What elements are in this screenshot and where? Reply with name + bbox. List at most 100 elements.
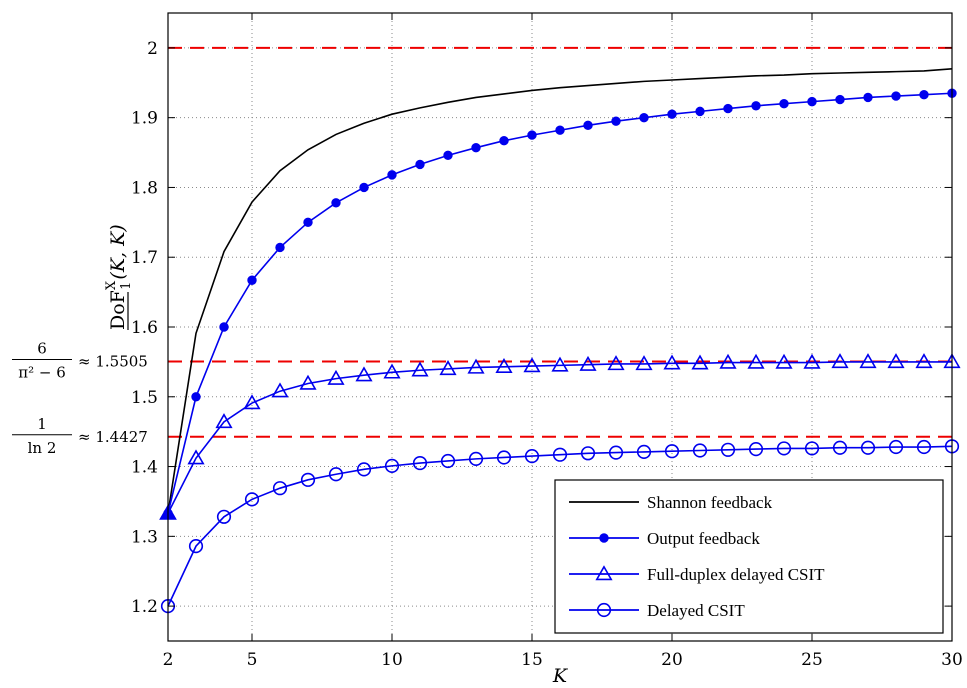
legend-label: Delayed CSIT <box>647 601 745 620</box>
data-point <box>440 453 456 469</box>
x-tick-label: 2 <box>163 650 174 670</box>
data-point <box>191 392 201 402</box>
data-point <box>523 357 541 373</box>
data-point <box>467 358 485 374</box>
data-point <box>919 89 929 100</box>
annotation-approx: ≈ 1.5505 <box>78 353 148 371</box>
data-point <box>415 159 425 170</box>
y-tick-label: 1.3 <box>131 527 158 547</box>
y-tick-label: 1.4 <box>131 458 158 478</box>
data-point <box>832 440 848 455</box>
x-tick-label: 25 <box>801 650 823 670</box>
series-group <box>159 68 961 614</box>
data-point <box>915 353 933 369</box>
series-line <box>167 361 952 514</box>
series-line <box>167 445 953 607</box>
data-point <box>300 472 316 487</box>
data-point <box>468 451 484 466</box>
y-axis-title-args: (K, K) <box>107 224 129 279</box>
reference-annotation: 6 π² − 6 ≈ 1.5505 <box>12 340 148 382</box>
data-point <box>719 353 737 369</box>
data-point <box>583 120 593 131</box>
data-point <box>216 509 232 524</box>
annotation-denominator: π² − 6 <box>18 364 66 382</box>
series-1 <box>163 88 957 519</box>
data-point <box>916 439 932 455</box>
data-point <box>663 354 681 370</box>
legend: Shannon feedback Output feedback Full-dupl… <box>554 479 944 634</box>
data-point <box>635 355 653 371</box>
annotation-denominator: ln 2 <box>28 439 57 457</box>
data-point <box>275 242 285 253</box>
y-tick-label: 1.2 <box>131 597 158 617</box>
data-point <box>244 492 260 507</box>
data-point <box>384 458 400 473</box>
data-point <box>835 94 845 105</box>
data-point <box>887 353 905 369</box>
legend-entry: Output feedback <box>569 529 760 548</box>
annotation-numerator: 1 <box>37 415 47 433</box>
data-point <box>383 363 401 379</box>
legend-entry: Full-duplex delayed CSIT <box>569 565 825 584</box>
data-point <box>355 366 373 382</box>
y-tick-label: 1.9 <box>131 109 158 129</box>
data-point <box>691 354 709 370</box>
data-point <box>299 374 317 390</box>
y-axis-title-base: DoF <box>107 290 129 330</box>
data-point <box>776 441 792 456</box>
data-point <box>803 353 821 369</box>
data-point <box>863 92 873 103</box>
data-point <box>608 445 624 460</box>
data-point <box>356 462 372 477</box>
data-point <box>411 361 429 377</box>
data-point <box>272 481 288 496</box>
data-point <box>495 357 513 373</box>
legend-marker <box>599 533 609 543</box>
series-line <box>167 68 953 514</box>
x-tick-label: 20 <box>661 650 683 670</box>
data-point <box>664 444 680 459</box>
data-point <box>439 360 457 376</box>
data-point <box>527 130 537 140</box>
axis-ticks: 2 5 10 15 20 25 301.21.31.41.51.61.71.81.92 <box>131 13 963 670</box>
legend-label: Output feedback <box>647 529 760 548</box>
data-point <box>412 455 428 471</box>
data-point <box>695 106 705 117</box>
x-tick-label: 15 <box>521 650 543 670</box>
data-point <box>243 394 261 410</box>
reference-annotation: 1 ln 2 ≈ 1.4427 <box>12 415 148 457</box>
annotation-approx: ≈ 1.4427 <box>78 428 148 446</box>
y-tick-label: 1.8 <box>131 178 158 198</box>
data-point <box>748 442 764 457</box>
data-point <box>551 356 569 372</box>
data-point <box>471 142 481 153</box>
data-point <box>636 444 652 460</box>
data-point <box>387 170 397 180</box>
y-tick-label: 2 <box>147 39 158 59</box>
data-point <box>271 382 289 398</box>
data-point <box>499 135 509 146</box>
data-point <box>723 103 733 114</box>
legend-marker <box>595 565 613 581</box>
data-point <box>524 448 540 464</box>
data-point <box>751 101 761 111</box>
data-point <box>611 116 621 126</box>
data-point <box>188 539 204 554</box>
x-tick-label: 10 <box>381 650 403 670</box>
data-point <box>639 112 649 123</box>
data-point <box>552 447 568 462</box>
data-point <box>692 443 708 458</box>
data-point <box>891 91 901 101</box>
data-point <box>831 353 849 369</box>
x-tick-label: 30 <box>941 650 963 670</box>
annotation-numerator: 6 <box>37 340 47 358</box>
data-point <box>555 125 565 135</box>
data-point <box>327 369 345 385</box>
legend-entry: Shannon feedback <box>569 493 773 512</box>
series-0 <box>167 68 953 514</box>
data-point <box>215 413 233 429</box>
data-point <box>667 109 677 119</box>
legend-label: Shannon feedback <box>647 493 773 512</box>
data-point <box>860 440 876 455</box>
legend-entry: Delayed CSIT <box>569 601 745 620</box>
